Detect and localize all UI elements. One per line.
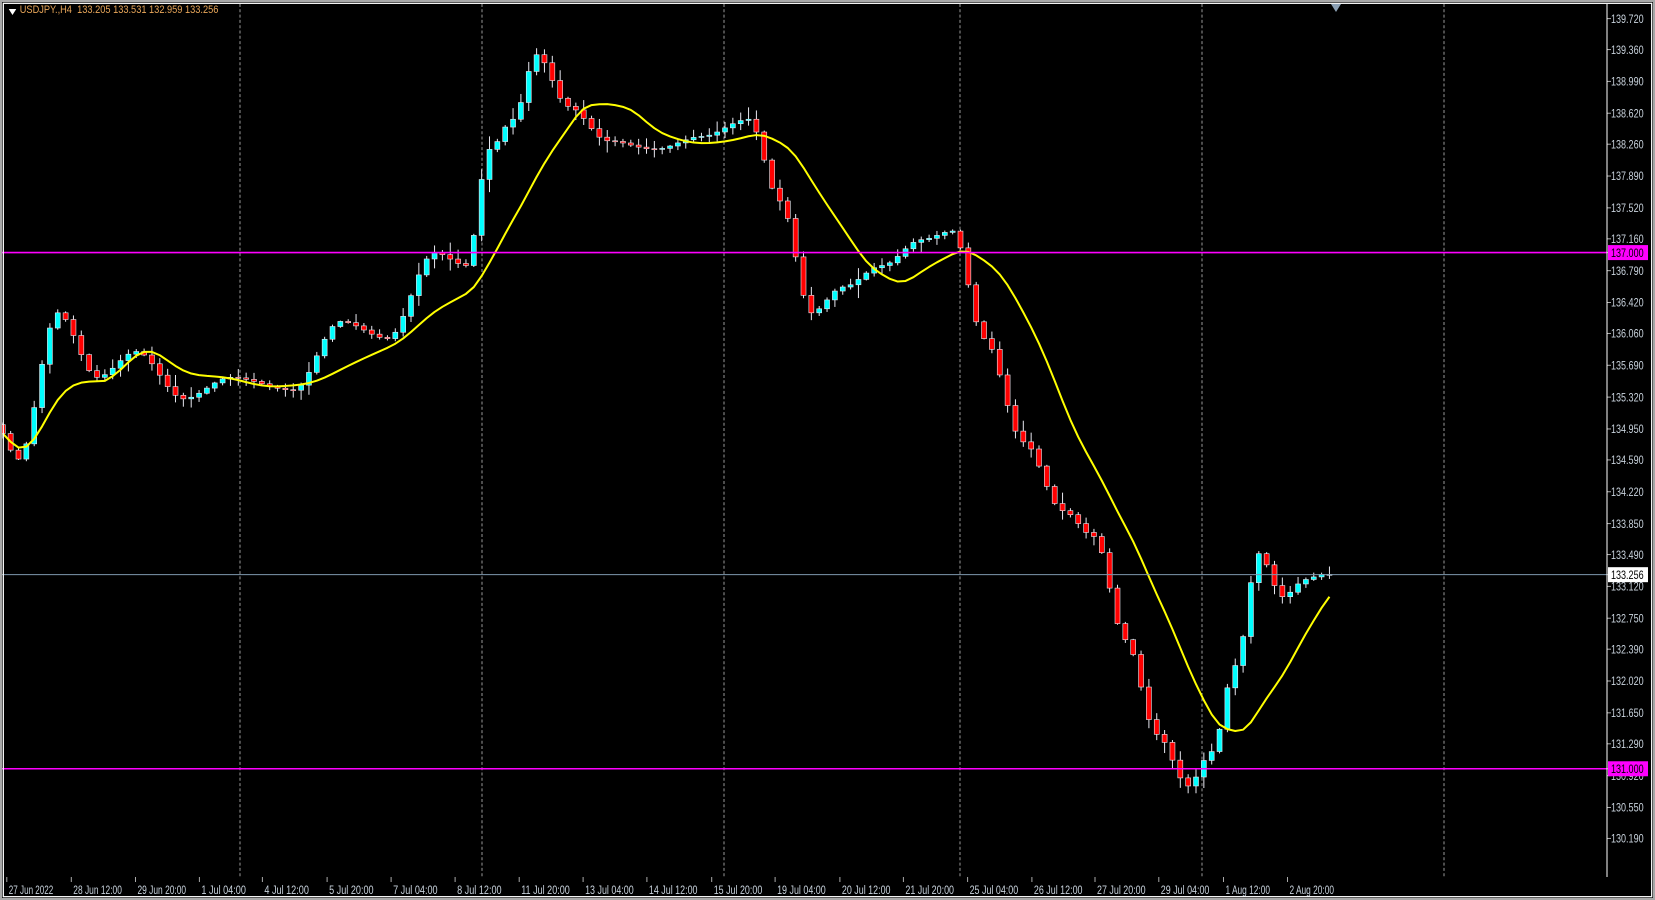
- svg-text:132.390: 132.390: [1611, 642, 1644, 656]
- svg-text:137.160: 137.160: [1611, 232, 1644, 246]
- svg-text:1 Aug 12:00: 1 Aug 12:00: [1226, 883, 1271, 897]
- svg-text:27 Jun 2022: 27 Jun 2022: [9, 883, 54, 897]
- svg-text:132.020: 132.020: [1611, 674, 1644, 688]
- svg-text:137.520: 137.520: [1611, 201, 1644, 215]
- svg-text:131.000: 131.000: [1611, 762, 1644, 776]
- svg-text:29 Jun 20:00: 29 Jun 20:00: [138, 883, 187, 897]
- svg-text:25 Jul 04:00: 25 Jul 04:00: [970, 883, 1019, 897]
- svg-text:21 Jul 20:00: 21 Jul 20:00: [905, 883, 954, 897]
- svg-text:133.490: 133.490: [1611, 548, 1644, 562]
- svg-text:137.000: 137.000: [1611, 246, 1644, 260]
- svg-text:139.360: 139.360: [1611, 43, 1644, 57]
- svg-text:135.320: 135.320: [1611, 390, 1644, 404]
- svg-text:13 Jul 04:00: 13 Jul 04:00: [585, 883, 634, 897]
- svg-text:138.620: 138.620: [1611, 106, 1644, 120]
- svg-text:135.690: 135.690: [1611, 358, 1644, 372]
- svg-text:27 Jul 20:00: 27 Jul 20:00: [1097, 883, 1146, 897]
- svg-text:136.790: 136.790: [1611, 264, 1644, 278]
- svg-text:5 Jul 20:00: 5 Jul 20:00: [329, 883, 374, 897]
- svg-text:4 Jul 12:00: 4 Jul 12:00: [264, 883, 309, 897]
- svg-text:14 Jul 12:00: 14 Jul 12:00: [649, 883, 698, 897]
- svg-text:138.990: 138.990: [1611, 75, 1644, 89]
- svg-text:134.590: 134.590: [1611, 453, 1644, 467]
- svg-text:28 Jun 12:00: 28 Jun 12:00: [73, 883, 122, 897]
- svg-text:136.420: 136.420: [1611, 296, 1644, 310]
- svg-text:19 Jul 04:00: 19 Jul 04:00: [777, 883, 826, 897]
- svg-text:131.650: 131.650: [1611, 706, 1644, 720]
- svg-text:2 Aug 20:00: 2 Aug 20:00: [1290, 883, 1335, 897]
- svg-text:131.290: 131.290: [1611, 737, 1644, 751]
- svg-text:136.060: 136.060: [1611, 327, 1644, 341]
- svg-text:130.190: 130.190: [1611, 832, 1644, 846]
- svg-text:1 Jul 04:00: 1 Jul 04:00: [201, 883, 246, 897]
- svg-text:15 Jul 20:00: 15 Jul 20:00: [714, 883, 763, 897]
- svg-text:26 Jul 12:00: 26 Jul 12:00: [1034, 883, 1083, 897]
- svg-text:130.550: 130.550: [1611, 801, 1644, 815]
- svg-text:134.950: 134.950: [1611, 422, 1644, 436]
- svg-text:29 Jul 04:00: 29 Jul 04:00: [1161, 883, 1210, 897]
- svg-text:11 Jul 20:00: 11 Jul 20:00: [521, 883, 570, 897]
- svg-text:134.220: 134.220: [1611, 485, 1644, 499]
- svg-text:137.890: 137.890: [1611, 169, 1644, 183]
- svg-text:133.850: 133.850: [1611, 517, 1644, 531]
- svg-text:133.256: 133.256: [1611, 568, 1644, 582]
- svg-text:139.720: 139.720: [1611, 12, 1644, 26]
- svg-text:8 Jul 12:00: 8 Jul 12:00: [457, 883, 502, 897]
- svg-text:138.260: 138.260: [1611, 137, 1644, 151]
- svg-text:7 Jul 04:00: 7 Jul 04:00: [393, 883, 438, 897]
- svg-text:20 Jul 12:00: 20 Jul 12:00: [842, 883, 891, 897]
- svg-text:132.750: 132.750: [1611, 611, 1644, 625]
